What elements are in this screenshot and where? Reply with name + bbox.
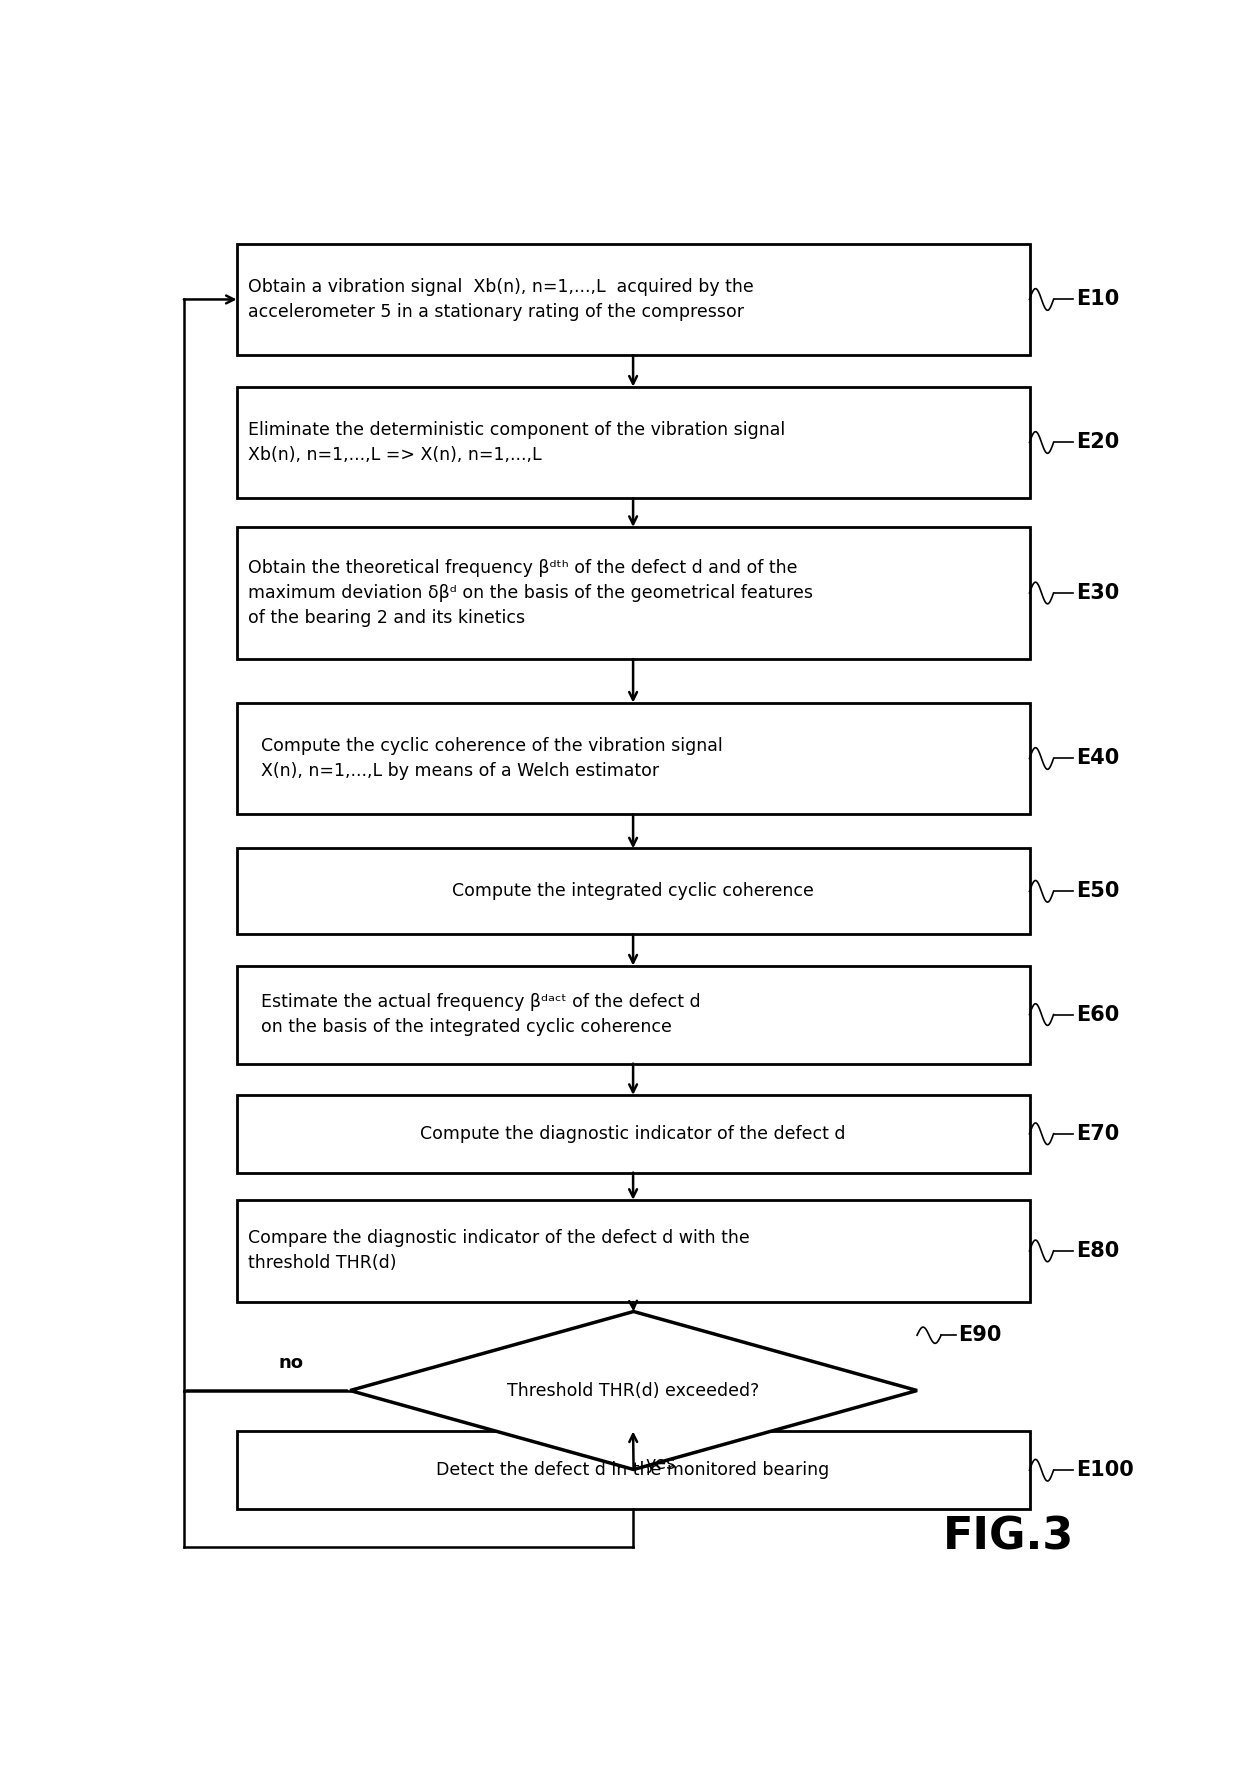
Text: E30: E30 xyxy=(1075,584,1118,603)
Text: Obtain a vibration signal  Xb(n), n=1,...,L  acquired by the
accelerometer 5 in : Obtain a vibration signal Xb(n), n=1,...… xyxy=(248,278,754,320)
Text: E50: E50 xyxy=(1075,881,1118,900)
FancyBboxPatch shape xyxy=(237,387,1029,499)
FancyBboxPatch shape xyxy=(237,849,1029,934)
Text: Threshold THR(d) exceeded?: Threshold THR(d) exceeded? xyxy=(507,1382,760,1399)
Text: E80: E80 xyxy=(1075,1240,1118,1261)
Text: Obtain the theoretical frequency βᵈᵗʰ of the defect d and of the
maximum deviati: Obtain the theoretical frequency βᵈᵗʰ of… xyxy=(248,559,813,626)
Text: E70: E70 xyxy=(1075,1123,1118,1145)
Text: E100: E100 xyxy=(1075,1459,1133,1481)
Text: yes: yes xyxy=(645,1454,676,1472)
Text: FIG.3: FIG.3 xyxy=(942,1514,1074,1558)
Text: E10: E10 xyxy=(1075,290,1118,310)
FancyBboxPatch shape xyxy=(237,966,1029,1063)
Text: Compute the diagnostic indicator of the defect d: Compute the diagnostic indicator of the … xyxy=(420,1125,846,1143)
Text: Estimate the actual frequency βᵈᵃᶜᵗ of the defect d
on the basis of the integrat: Estimate the actual frequency βᵈᵃᶜᵗ of t… xyxy=(260,992,701,1037)
FancyBboxPatch shape xyxy=(237,1199,1029,1302)
Text: Compare the diagnostic indicator of the defect d with the
threshold THR(d): Compare the diagnostic indicator of the … xyxy=(248,1229,750,1272)
FancyBboxPatch shape xyxy=(237,1095,1029,1173)
Text: no: no xyxy=(279,1355,304,1373)
Text: Eliminate the deterministic component of the vibration signal
Xb(n), n=1,...,L =: Eliminate the deterministic component of… xyxy=(248,421,785,463)
Text: E40: E40 xyxy=(1075,748,1118,768)
Polygon shape xyxy=(350,1311,918,1470)
Text: Compute the integrated cyclic coherence: Compute the integrated cyclic coherence xyxy=(453,883,813,900)
Text: Compute the cyclic coherence of the vibration signal
X(n), n=1,...,L by means of: Compute the cyclic coherence of the vibr… xyxy=(260,738,723,780)
FancyBboxPatch shape xyxy=(237,702,1029,814)
FancyBboxPatch shape xyxy=(237,244,1029,356)
Text: E20: E20 xyxy=(1075,432,1118,453)
FancyBboxPatch shape xyxy=(237,1431,1029,1509)
Text: Detect the defect d in the monitored bearing: Detect the defect d in the monitored bea… xyxy=(436,1461,830,1479)
Text: E90: E90 xyxy=(959,1325,1002,1344)
Text: E60: E60 xyxy=(1075,1005,1118,1024)
FancyBboxPatch shape xyxy=(237,527,1029,660)
